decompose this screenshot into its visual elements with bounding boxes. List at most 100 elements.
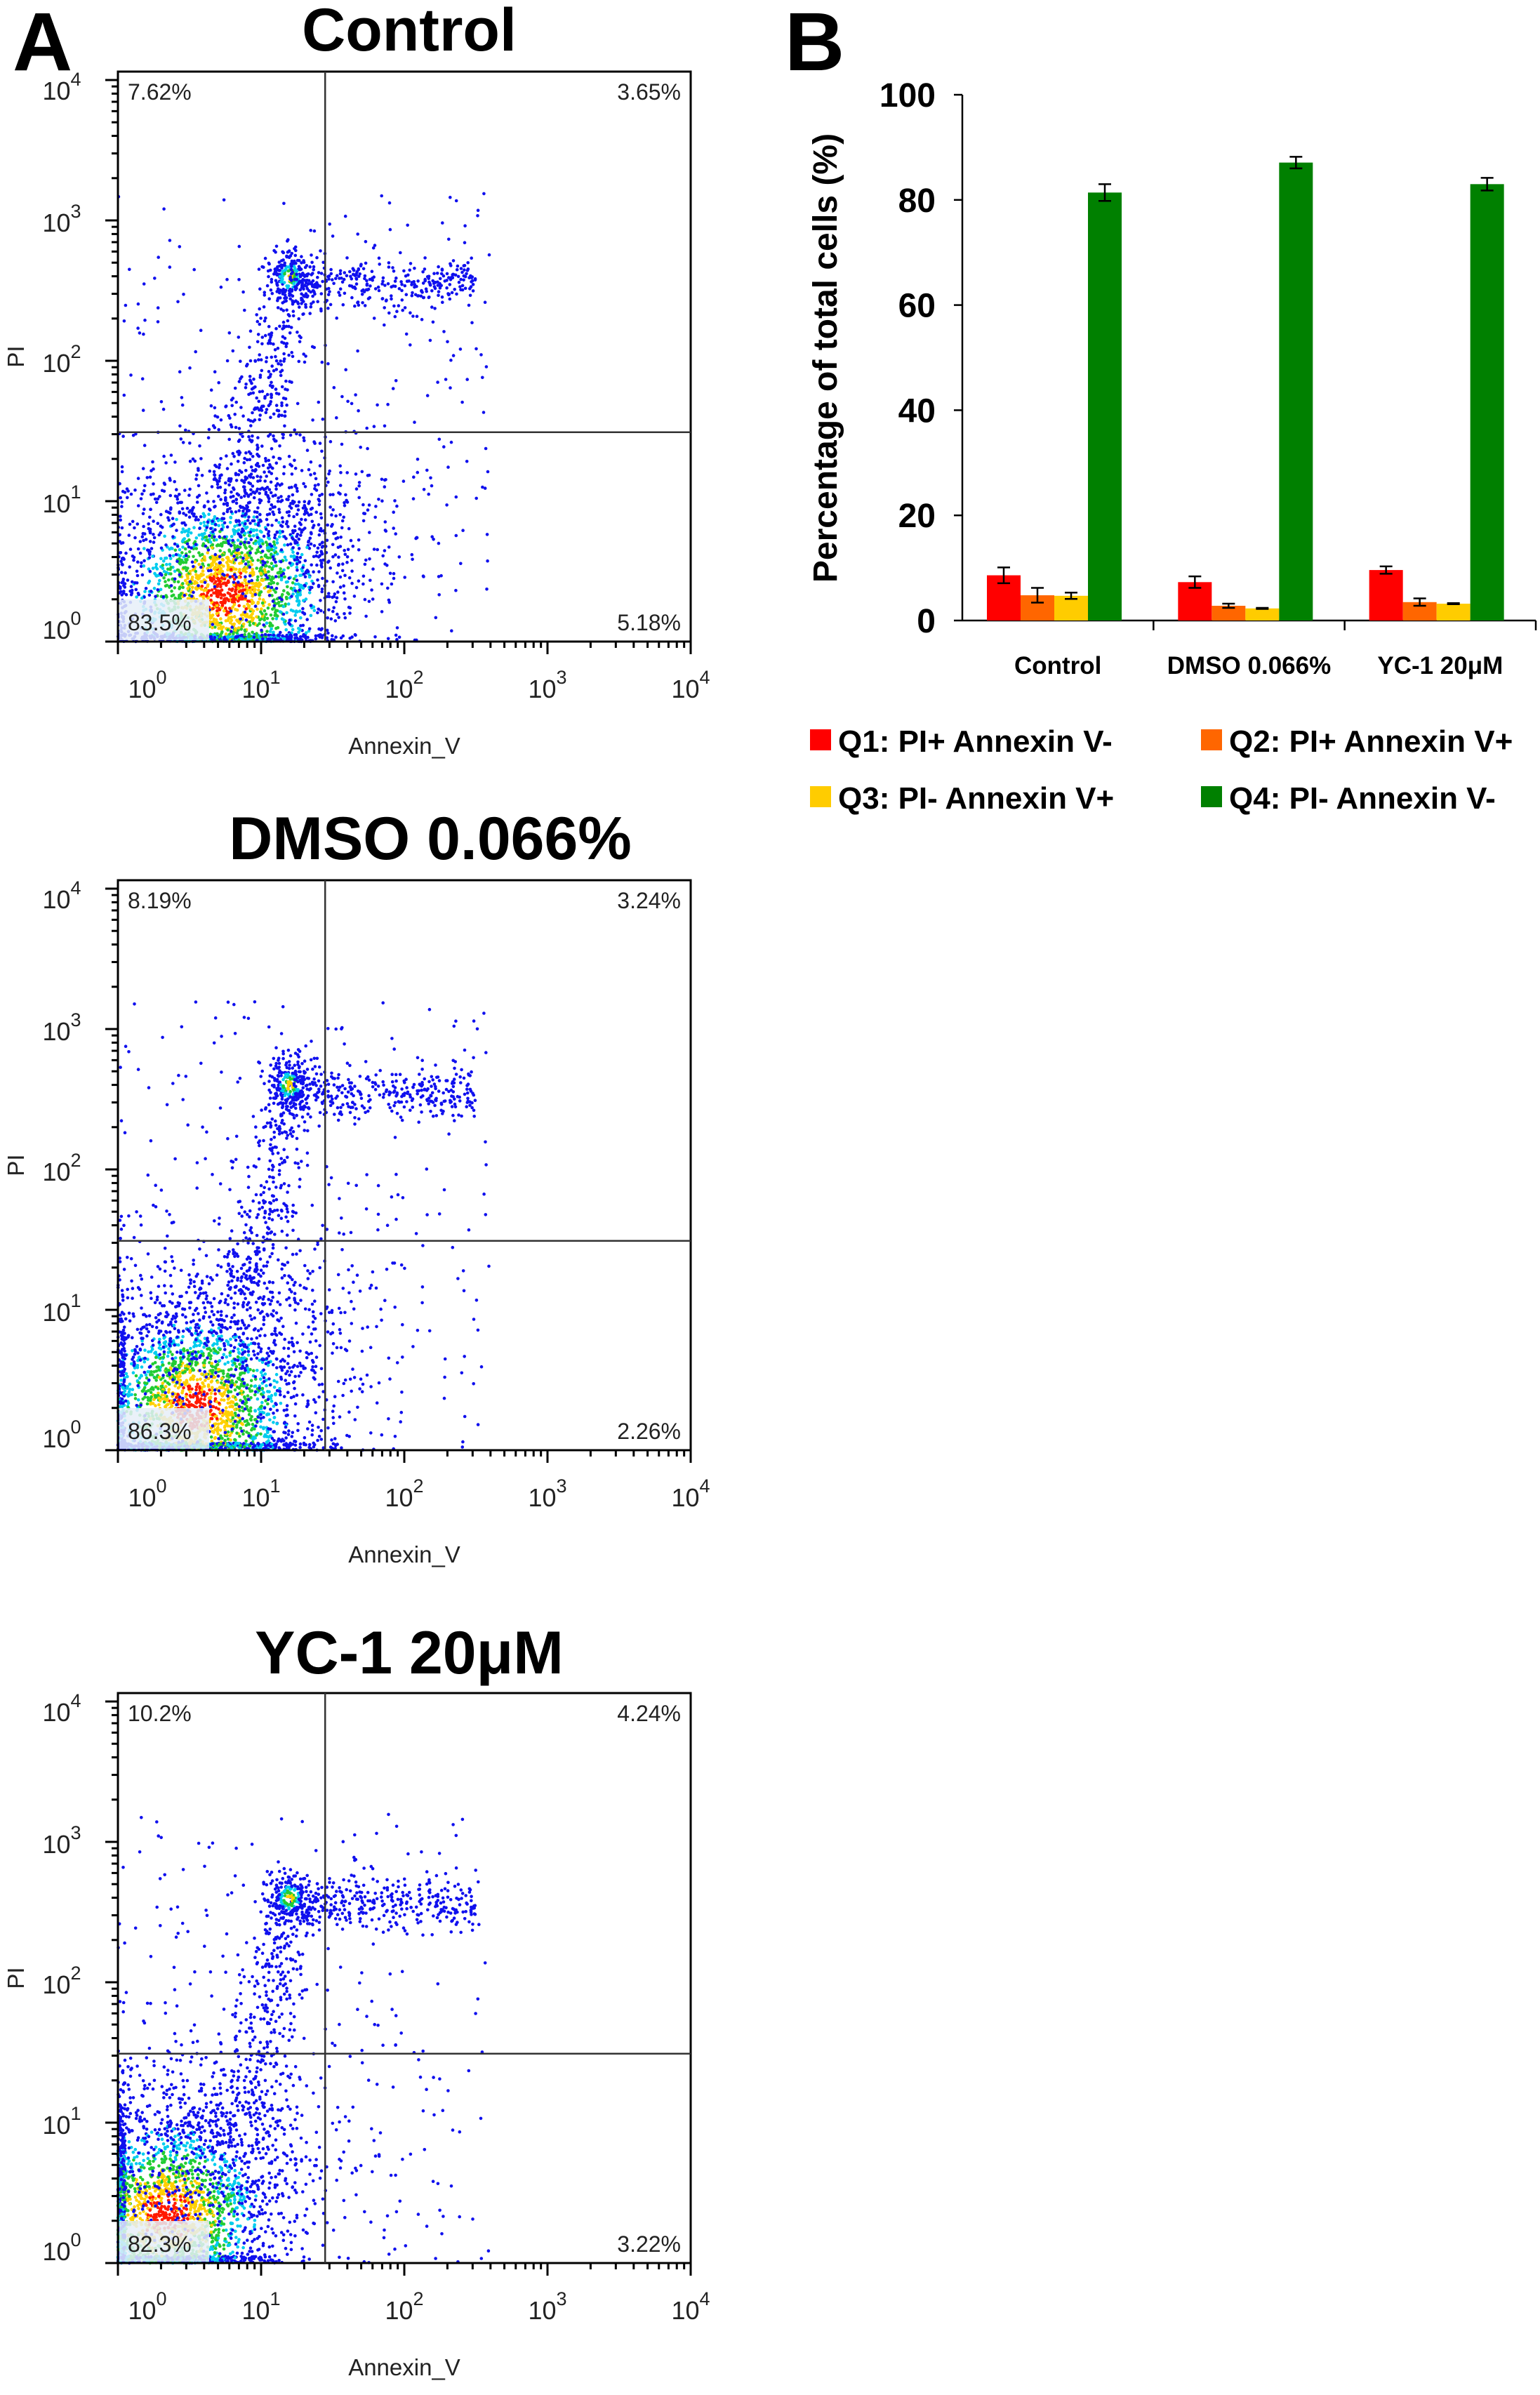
event-dot <box>265 408 269 411</box>
event-dot <box>215 482 220 486</box>
event-dot <box>138 540 142 543</box>
event-dot <box>293 582 298 586</box>
event-dot <box>168 511 172 515</box>
event-dot <box>170 524 174 528</box>
event-dot <box>348 637 352 640</box>
event-dot <box>197 551 201 555</box>
event-dot <box>228 1353 232 1358</box>
event-dot <box>264 612 268 616</box>
event-dot <box>173 1384 177 1388</box>
event-dot <box>194 477 198 481</box>
event-dot <box>317 607 321 611</box>
event-dot <box>191 568 195 572</box>
event-dot <box>364 558 368 562</box>
event-dot <box>292 577 296 580</box>
event-dot <box>352 272 355 277</box>
event-dot <box>122 590 126 593</box>
event-dot <box>243 531 247 535</box>
event-dot <box>120 526 124 530</box>
event-dot <box>253 592 258 597</box>
event-dot <box>178 573 182 577</box>
event-dot <box>215 538 218 542</box>
event-dot <box>336 571 339 575</box>
event-dot <box>485 533 489 536</box>
event-dot <box>278 444 281 448</box>
event-dot <box>338 277 341 280</box>
event-dot <box>243 540 247 544</box>
event-dot <box>277 507 281 511</box>
event-dot <box>300 292 303 296</box>
event-dot <box>291 493 295 497</box>
event-dot <box>338 513 343 517</box>
event-dot <box>325 538 329 543</box>
event-dot <box>384 529 388 533</box>
event-dot <box>192 514 196 518</box>
event-dot <box>164 461 168 465</box>
event-dot <box>218 529 222 533</box>
event-dot <box>436 380 439 384</box>
event-dot <box>277 414 281 418</box>
event-dot <box>430 484 434 488</box>
event-dot <box>150 1325 154 1329</box>
event-dot <box>270 624 274 628</box>
event-dot <box>224 405 227 409</box>
event-dot <box>338 484 343 487</box>
event-dot <box>335 596 339 599</box>
event-dot <box>288 331 292 335</box>
event-dot <box>438 277 442 281</box>
event-dot <box>270 524 274 527</box>
event-dot <box>164 510 168 513</box>
event-dot <box>297 500 301 504</box>
event-dot <box>343 573 347 578</box>
event-dot <box>441 221 444 225</box>
event-dot <box>232 543 237 548</box>
event-dot <box>248 531 253 534</box>
event-dot <box>336 274 339 278</box>
event-dot <box>188 366 192 370</box>
event-dot <box>265 1260 270 1264</box>
event-dot <box>199 588 204 591</box>
event-dot <box>332 606 336 609</box>
event-dot <box>402 269 406 273</box>
event-dot <box>230 552 234 556</box>
event-dot <box>182 566 187 570</box>
event-dot <box>255 475 260 478</box>
event-dot <box>331 595 334 599</box>
event-dot <box>357 496 361 500</box>
event-dot <box>161 1333 166 1337</box>
event-dot <box>303 500 307 503</box>
event-dot <box>134 588 138 592</box>
event-dot <box>315 550 319 555</box>
event-dot <box>260 550 265 553</box>
x-tick-exponent: 2 <box>413 667 424 688</box>
event-dot <box>270 1299 274 1303</box>
event-dot <box>226 598 230 602</box>
event-dot <box>175 529 178 532</box>
event-dot <box>119 586 122 590</box>
event-dot <box>275 1422 279 1426</box>
event-dot <box>383 549 387 552</box>
event-dot <box>285 597 288 601</box>
event-dot <box>241 1432 245 1436</box>
event-dot <box>387 311 391 315</box>
event-dot <box>242 460 246 465</box>
event-dot <box>247 392 251 397</box>
event-dot <box>237 493 241 497</box>
event-dot <box>223 535 227 539</box>
event-dot <box>253 542 258 545</box>
event-dot <box>272 412 276 416</box>
event-dot <box>135 569 139 573</box>
x-axis-label: Annexin_V <box>348 733 460 759</box>
event-dot <box>237 1335 241 1339</box>
event-dot <box>338 575 343 579</box>
event-dot <box>241 521 244 525</box>
event-dot <box>297 317 301 321</box>
event-dot <box>277 535 281 539</box>
event-dot <box>270 503 274 507</box>
event-dot <box>308 312 312 315</box>
event-dot <box>225 583 228 588</box>
event-dot <box>215 601 218 605</box>
event-dot <box>269 288 273 292</box>
event-dot <box>224 481 227 485</box>
event-dot <box>136 504 140 507</box>
